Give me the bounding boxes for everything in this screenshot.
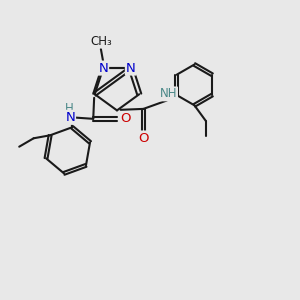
Text: N: N — [98, 61, 108, 75]
Text: CH₃: CH₃ — [90, 34, 112, 48]
Text: N: N — [65, 111, 75, 124]
Text: N: N — [126, 61, 136, 75]
Text: O: O — [138, 131, 149, 145]
Text: NH: NH — [160, 87, 177, 101]
Text: H: H — [65, 102, 74, 116]
Text: O: O — [120, 112, 130, 125]
